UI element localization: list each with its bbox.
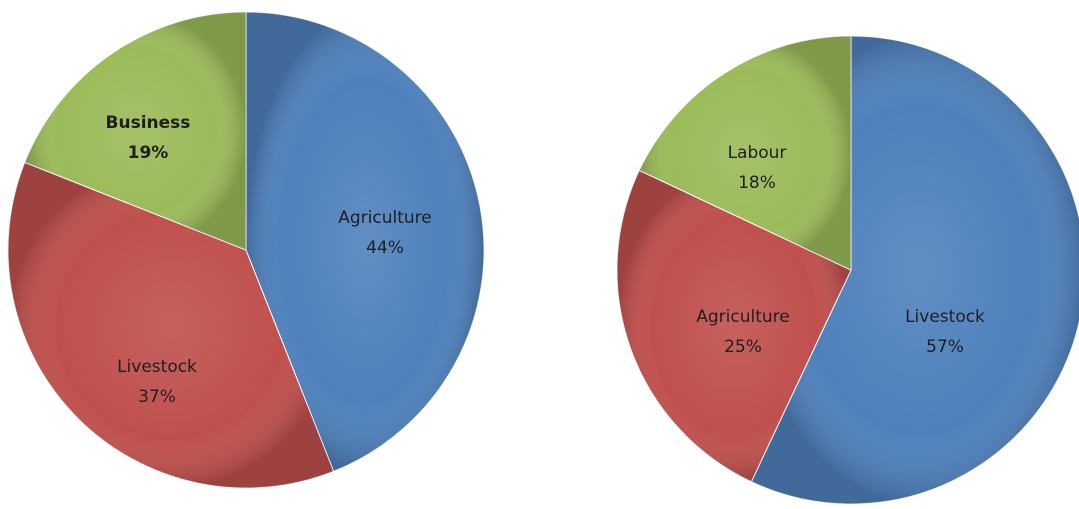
data-label-livestock: Livestock 57% [905,307,985,357]
pie-slice-shading [751,36,1079,504]
slice-percent-label: 18% [738,173,776,193]
pie-slice-shading [24,12,246,250]
data-label-agriculture: Agriculture 25% [696,307,790,357]
slice-percent-label: 44% [366,238,404,258]
data-label-livestock: Livestock 37% [117,357,197,407]
pie-chart-left: Agriculture 44% Livestock 37% Business 19% [7,11,485,489]
pie-slice-shading [8,162,334,489]
slice-percent-label: 25% [724,337,762,357]
pie-slice-shading [616,170,851,482]
slice-category-label: Agriculture [338,208,432,228]
slice-category-label: Livestock [117,357,197,377]
pie-chart-right: Livestock 57% Agriculture 25% Labour 18% [616,35,1079,505]
pie-slice-shading [246,12,485,472]
data-label-business: Business 19% [106,113,191,163]
slice-percent-label: 57% [926,337,964,357]
pie-slice-shading [639,36,851,270]
data-label-labour: Labour 18% [728,143,787,193]
data-label-agriculture: Agriculture 44% [338,208,432,258]
slice-category-label: Livestock [905,307,985,327]
slice-percent-label: 37% [138,387,176,407]
slice-category-label: Agriculture [696,307,790,327]
slice-percent-label: 19% [128,143,169,163]
slice-category-label: Labour [728,143,787,163]
slice-category-label: Business [106,113,191,133]
